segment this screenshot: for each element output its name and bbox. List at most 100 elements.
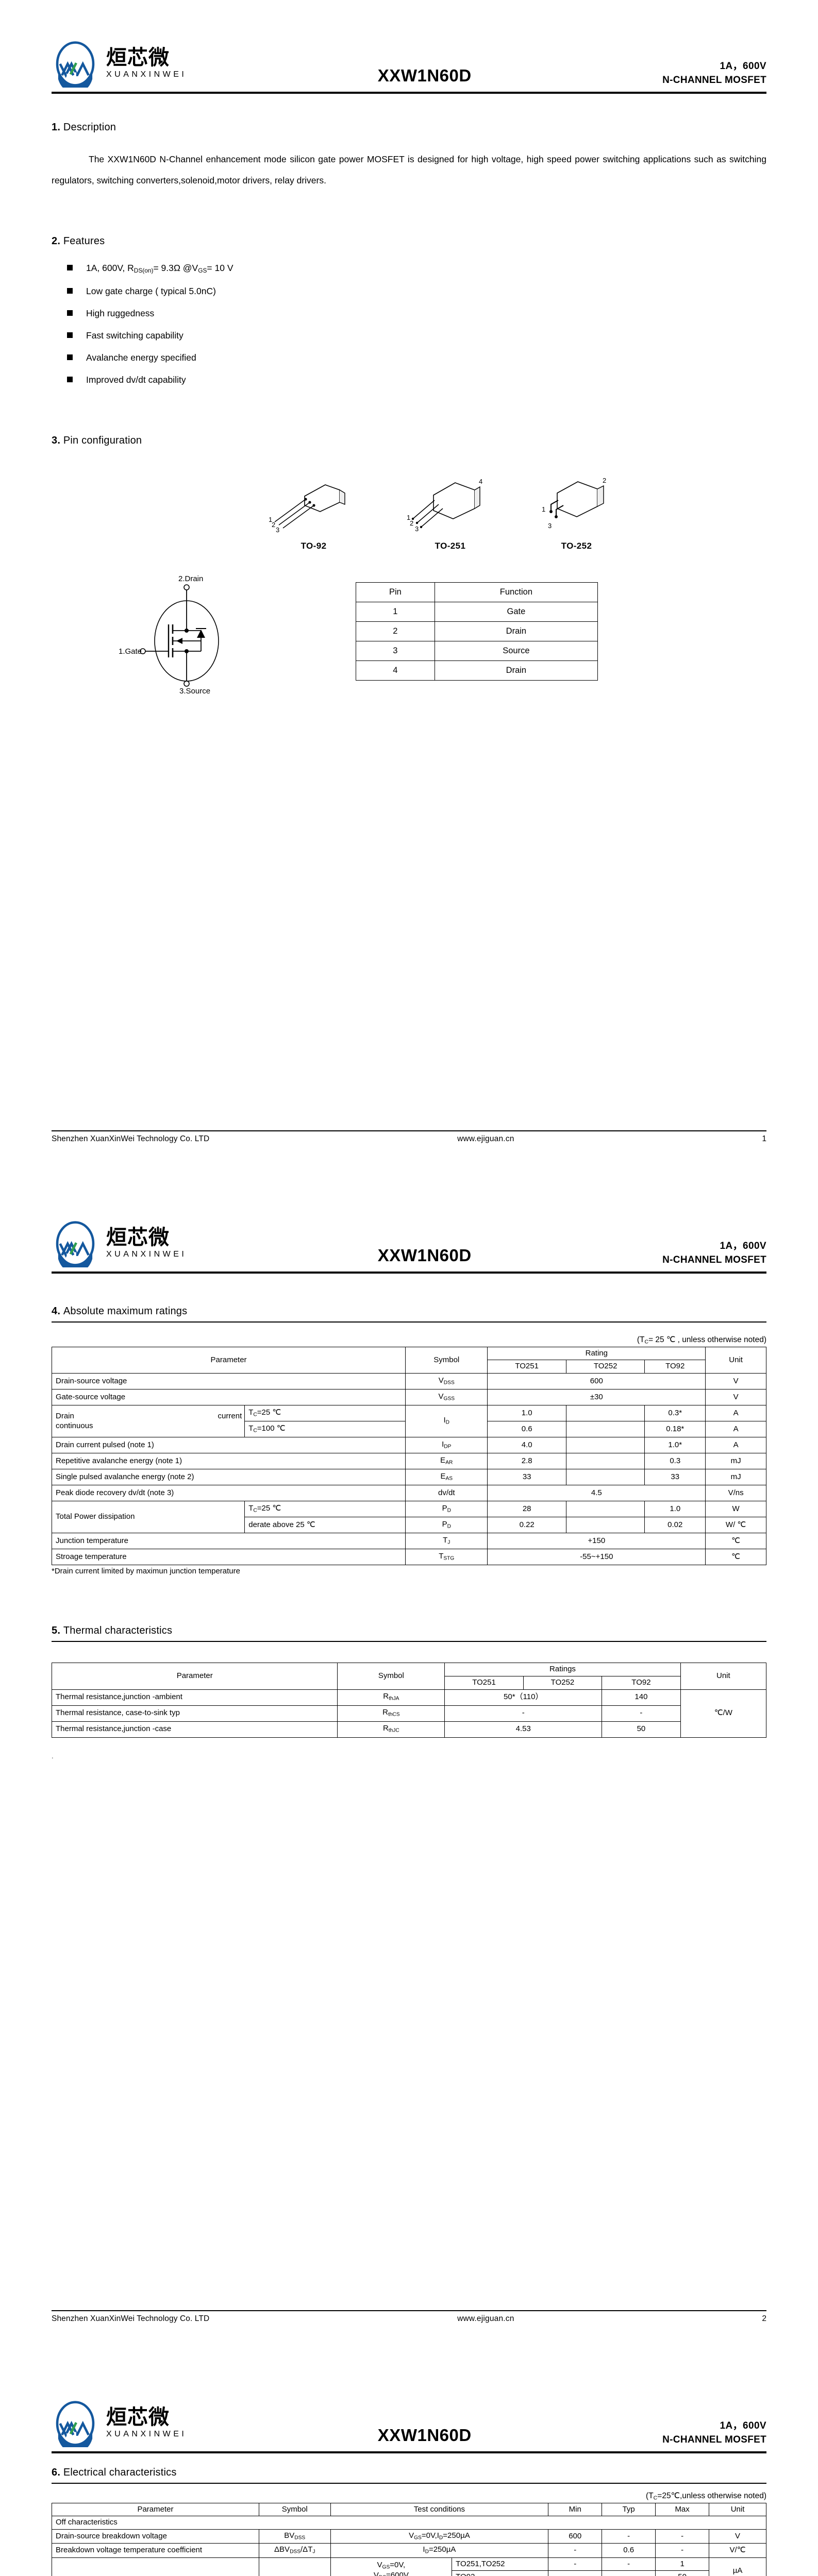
- param-unit: µA: [709, 2557, 766, 2576]
- param-max: 50: [655, 2570, 710, 2576]
- section-3-number: 3.: [52, 434, 61, 446]
- param-value-to251: 33: [487, 1469, 566, 1486]
- param-condition: VGS=0V,VDS=600V: [330, 2557, 453, 2576]
- function-col-header: Function: [434, 582, 598, 602]
- to252-drawing-icon: 1 3 2: [542, 477, 606, 530]
- param-value-to92: 0.3*: [644, 1405, 706, 1422]
- param-value-to92: 33: [644, 1469, 706, 1486]
- amr-condition-note: (TC= 25 ℃ , unless otherwise noted): [637, 1335, 766, 1345]
- param-value-to252: [565, 1517, 645, 1534]
- description-paragraph: The XXW1N60D N-Channel enhancement mode …: [52, 149, 766, 191]
- pin-col-header: Pin: [356, 582, 435, 602]
- param-name: Total Power dissipation: [51, 1501, 245, 1534]
- col-header-symbol: Symbol: [258, 2502, 331, 2517]
- pin-function-table: Pin Function 1 Gate 2 Drain 3 Source: [356, 582, 598, 681]
- param-symbol: RthCS: [337, 1705, 445, 1722]
- param-value-to92: 1.0: [644, 1501, 706, 1518]
- col-header-unit: Unit: [709, 2502, 766, 2517]
- param-name: Peak diode recovery dv/dt (note 3): [51, 1485, 406, 1502]
- table-header-row: Parameter Symbol Test conditions Min Typ…: [52, 2502, 766, 2517]
- table-row: Peak diode recovery dv/dt (note 3) dv/dt…: [51, 1485, 766, 1502]
- param-symbol: IDP: [405, 1437, 488, 1454]
- col-header-rating: Rating: [487, 1346, 706, 1361]
- to251-drawing-icon: 1 2 3 4: [407, 478, 482, 533]
- param-name: Repetitive avalanche energy (note 1): [51, 1453, 406, 1470]
- col-header-parameter: Parameter: [52, 2502, 259, 2517]
- param-condition: TC=25 ℃: [244, 1501, 406, 1518]
- param-value-to251: 28: [487, 1501, 566, 1518]
- pin-number: 4: [356, 660, 435, 681]
- pin-number: 3: [356, 641, 435, 661]
- param-name: Drain current continuous: [51, 1405, 245, 1438]
- footer-page-number: 2: [762, 2314, 766, 2323]
- param-unit: mJ: [705, 1453, 766, 1470]
- package-to251: 1 2 3 4 TO-251: [402, 474, 499, 551]
- param-unit: ℃/W: [680, 1689, 767, 1738]
- param-unit: A: [705, 1405, 766, 1422]
- svg-text:3: 3: [548, 522, 552, 530]
- section-absolute-maximum-ratings: 4. Absolute maximum ratings (TC= 25 ℃ , …: [51, 1306, 766, 1575]
- param-typ: 0.6: [602, 2543, 656, 2558]
- col-header-unit: Unit: [705, 1346, 766, 1374]
- param-symbol: RthJA: [337, 1689, 445, 1706]
- param-value-to252: [565, 1405, 645, 1422]
- pin-function: Drain: [434, 621, 598, 641]
- package-to92: 1 2 3 TO-92: [262, 474, 365, 551]
- footer-company: Shenzhen XuanXinWei Technology Co. LTD: [52, 2314, 210, 2323]
- pin-function: Source: [434, 641, 598, 661]
- decorative-dot: .: [52, 1752, 54, 1760]
- param-value-to92: 0.18*: [644, 1421, 706, 1438]
- param-value-to252: [565, 1469, 645, 1486]
- param-min: -: [548, 2543, 603, 2558]
- table-header-row: Parameter Symbol Ratings Unit: [51, 1663, 767, 1690]
- document-header: 烜芯微 XUANXINWEI XXW1N60D 1A，600V N-CHANNE…: [52, 2360, 766, 2453]
- section-features: 2. Features 1A, 600V, RDS(on)= 9.3Ω @VGS…: [52, 235, 766, 385]
- section-4-title: Absolute maximum ratings: [63, 1306, 188, 1317]
- brand-name-chinese: 烜芯微: [106, 46, 170, 70]
- bullet-square-icon: [67, 310, 73, 316]
- package-label: TO-92: [301, 540, 327, 551]
- svg-text:1: 1: [269, 516, 272, 523]
- param-value-to92: 50: [602, 1721, 681, 1738]
- brand-logo: 烜芯微 XUANXINWEI: [52, 40, 187, 94]
- brand-name-chinese: 烜芯微: [106, 2405, 170, 2430]
- col-header-to251: TO251: [444, 1675, 524, 1690]
- svg-text:1: 1: [542, 505, 545, 513]
- section-5-number: 5.: [52, 1625, 61, 1637]
- col-header-to252: TO252: [565, 1360, 645, 1374]
- header-type-line: N-CHANNEL MOSFET: [662, 1255, 766, 1266]
- feature-label: Low gate charge ( typical 5.0nC): [86, 285, 216, 296]
- param-symbol: dv/dt: [405, 1485, 488, 1502]
- param-typ: -: [602, 2529, 656, 2544]
- footer-website[interactable]: www.ejiguan.cn: [457, 1134, 514, 1143]
- feature-item: High ruggedness: [67, 308, 766, 319]
- param-typ: -: [602, 2557, 656, 2571]
- table-row: Gate-source voltage VGSS ±30 V: [51, 1389, 766, 1406]
- param-unit: ℃: [705, 1549, 766, 1566]
- header-rating-block: 1A，600V N-CHANNEL MOSFET: [662, 59, 766, 88]
- header-rating-line: 1A，600V: [720, 60, 766, 72]
- param-min: -: [548, 2557, 603, 2571]
- table-row: 2 Drain: [356, 621, 598, 641]
- header-type-line: N-CHANNEL MOSFET: [662, 2434, 766, 2446]
- mosfet-symbol: 2.Drain: [52, 570, 340, 693]
- xxw-logo-icon: [52, 1220, 99, 1274]
- param-symbol: BVDSS: [258, 2529, 331, 2544]
- param-unit: W: [705, 1501, 766, 1518]
- feature-label: 1A, 600V, RDS(on)= 9.3Ω @VGS= 10 V: [86, 263, 233, 275]
- param-unit: V: [709, 2529, 766, 2544]
- feature-item: Low gate charge ( typical 5.0nC): [67, 286, 766, 297]
- footer-website[interactable]: www.ejiguan.cn: [457, 2314, 514, 2323]
- bullet-square-icon: [67, 354, 73, 360]
- table-row: Total Power dissipation TC=25 ℃ PD 28 1.…: [51, 1501, 766, 1534]
- header-rating-line: 1A，600V: [720, 1240, 766, 1251]
- table-row: derate above 25 ℃ PD 0.22 0.02 W/ ℃: [52, 1517, 766, 1534]
- section-2-title: Features: [63, 235, 105, 247]
- param-value-to92: 0.02: [644, 1517, 706, 1534]
- param-value-to251-to252: 4.53: [444, 1721, 603, 1738]
- svg-text:2: 2: [603, 477, 606, 484]
- header-rating-block: 1A，600V N-CHANNEL MOSFET: [662, 1239, 766, 1267]
- param-symbol: EAR: [405, 1453, 488, 1470]
- package-drawings: 1 2 3 TO-92: [52, 474, 766, 551]
- param-package: TO92: [452, 2570, 549, 2576]
